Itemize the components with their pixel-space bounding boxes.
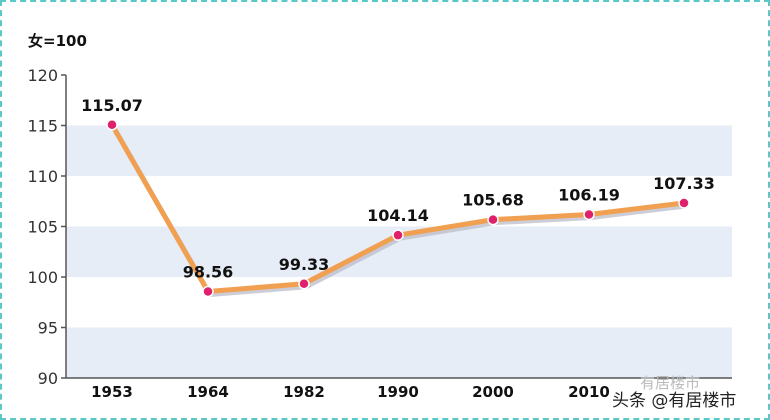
band-4 — [66, 125, 732, 176]
data-label-1990: 104.14 — [367, 206, 429, 225]
band-0 — [66, 327, 732, 378]
y-tick-label: 105 — [27, 218, 58, 237]
data-label-2010: 106.19 — [558, 185, 620, 204]
data-label-1964: 98.56 — [183, 263, 234, 282]
data-point-2010 — [583, 208, 595, 221]
data-label-2000: 105.68 — [462, 191, 524, 210]
y-tick-label: 120 — [27, 66, 58, 85]
y-axis-ticks: 90 95 100 105 110 115 120 — [27, 66, 66, 388]
data-point-2000 — [487, 213, 499, 226]
y-tick-label: 90 — [38, 369, 58, 388]
data-label-1953: 115.07 — [81, 96, 143, 115]
data-point-1990 — [392, 229, 404, 241]
x-tick-label: 1990 — [377, 383, 419, 401]
x-tick-label: 2010 — [568, 383, 610, 401]
background-bands — [66, 125, 732, 378]
x-tick-label: 1964 — [187, 383, 229, 401]
y-tick-label: 100 — [27, 268, 58, 287]
watermark-faint: 有居楼市 — [640, 374, 701, 392]
data-label-2020: 107.33 — [653, 174, 715, 193]
data-labels: 115.07 98.56 99.33 104.14 105.68 106.19 107.33 — [81, 96, 715, 282]
x-tick-label: 1982 — [283, 383, 325, 401]
x-axis-ticks: 1953 1964 1982 1990 2000 2010 — [91, 383, 610, 401]
x-tick-label: 2000 — [472, 383, 514, 401]
y-unit-label: 女=100 — [28, 32, 87, 50]
y-tick-label: 115 — [27, 117, 58, 136]
data-point-1953 — [106, 119, 118, 131]
watermark: 头条 @有居楼市 — [612, 391, 737, 411]
y-tick-label: 95 — [38, 319, 58, 338]
data-point-2020 — [678, 197, 690, 209]
x-tick-label: 1953 — [91, 383, 133, 401]
data-points — [106, 119, 690, 298]
data-label-1982: 99.33 — [279, 255, 330, 274]
y-tick-label: 110 — [27, 167, 58, 186]
data-point-1964 — [202, 285, 214, 298]
data-point-1982 — [298, 278, 310, 290]
